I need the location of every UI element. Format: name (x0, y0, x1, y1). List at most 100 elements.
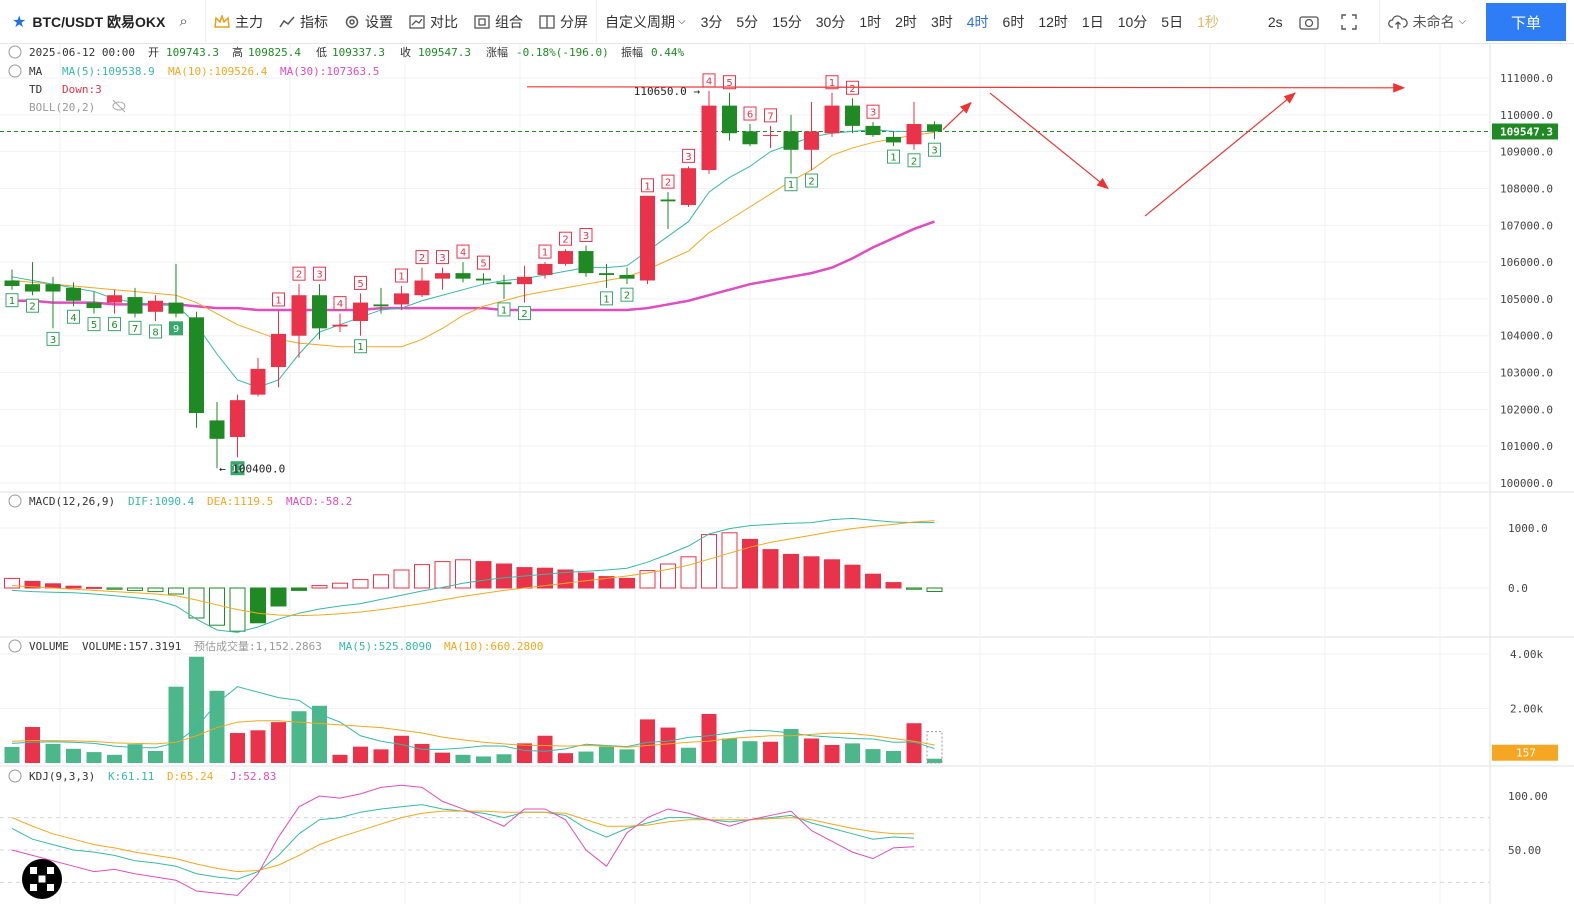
order-button[interactable]: 下单 (1486, 3, 1566, 41)
indicator-label: 指标 (300, 13, 328, 30)
td-marker-label: 3 (439, 253, 445, 264)
td-marker: 5 (87, 317, 101, 332)
custom-period-label: 自定义周期 (605, 13, 675, 30)
indicator-button[interactable]: 指标 (271, 0, 336, 44)
collapse-icon[interactable] (8, 769, 22, 783)
td-marker-box (67, 309, 80, 324)
period-5[interactable]: 2时 (895, 13, 917, 30)
candle-body (107, 295, 122, 303)
td-marker-box (354, 339, 367, 354)
candle-body (435, 273, 450, 279)
k-value: K:61.11 (108, 770, 154, 783)
d-value: D:65.24 (167, 770, 214, 783)
volume-bar (660, 727, 676, 763)
collapse-icon[interactable] (8, 639, 22, 653)
td-marker-box (805, 173, 818, 188)
macd-bar (721, 532, 738, 589)
period-6[interactable]: 3时 (930, 13, 953, 30)
search-icon[interactable]: ⌕ (179, 13, 188, 30)
candle-body (353, 302, 368, 321)
period-7[interactable]: 4时 (966, 13, 989, 30)
refresh-interval[interactable]: 2s (1267, 13, 1283, 30)
td-marker-label: 6 (111, 320, 117, 331)
macd-bar (660, 563, 676, 589)
candle-body (86, 302, 102, 309)
period-12[interactable]: 5日 (1161, 13, 1184, 30)
macd-bar (291, 587, 307, 591)
screenshot-button[interactable] (1291, 0, 1332, 44)
candle-body (496, 282, 512, 285)
price-tick: 104000.0 (1500, 330, 1553, 343)
price-tick: 103000.0 (1500, 367, 1553, 380)
volume-bar (599, 746, 614, 763)
collapse-icon[interactable] (8, 64, 22, 78)
td-marker: 3 (928, 142, 941, 157)
td-marker: 2 (26, 298, 39, 313)
period-9[interactable]: 12时 (1038, 13, 1068, 30)
fullscreen-button[interactable] (1332, 0, 1371, 44)
period-0[interactable]: 3分 (700, 13, 723, 30)
user-drawings[interactable] (526, 83, 1406, 217)
period-13[interactable]: 1秒 (1197, 13, 1219, 30)
close-value: 109547.3 (418, 46, 471, 59)
custom-period-dropdown[interactable]: 自定义周期 ⌵ (597, 0, 694, 44)
volume-value: VOLUME:157.3191 (82, 640, 181, 653)
candle-body (742, 131, 758, 145)
volume-bar (722, 738, 737, 763)
macd-bar (803, 556, 820, 589)
main-force-button[interactable]: 主力 (206, 0, 271, 44)
td-marker-label: 1 (501, 305, 507, 316)
volume-bar (230, 733, 245, 763)
candle-body (476, 278, 491, 281)
candle-body (783, 131, 799, 150)
ma30-line (12, 220, 935, 312)
period-4[interactable]: 1时 (859, 13, 882, 30)
td-marker-label: 1 (788, 180, 794, 191)
k-line (11, 804, 915, 880)
period-2[interactable]: 15分 (772, 13, 802, 30)
volume-bar (927, 758, 942, 763)
td-marker: 3 (866, 104, 880, 119)
collapse-icon[interactable] (8, 45, 22, 59)
period-3[interactable]: 30分 (815, 13, 846, 30)
candle-body (865, 125, 881, 136)
td-marker: 1 (5, 293, 19, 307)
period-11[interactable]: 10分 (1117, 13, 1148, 30)
td-marker-box (26, 298, 39, 313)
volume-ma10-line (11, 720, 935, 748)
volume-bar (394, 735, 409, 763)
settings-button[interactable]: 设置 (336, 0, 401, 44)
td-marker: 8 (149, 324, 162, 339)
td-marker-label: 1 (398, 272, 404, 283)
period-8[interactable]: 6时 (1002, 13, 1025, 30)
combine-button[interactable]: 组合 (466, 0, 531, 44)
eye-hidden-icon[interactable] (112, 99, 126, 113)
td-marker-label: 2 (624, 291, 630, 302)
volume-bar (763, 741, 778, 763)
split-screen-button[interactable]: 分屏 (531, 0, 596, 44)
period-list: 3分 5分 15分 30分 1时 2时 3时 4时 6时 12时 1日 10分 5日 1秒 (694, 0, 1226, 44)
layout-save-dropdown[interactable]: 未命名 ⌵ (1380, 0, 1475, 44)
candle-body (250, 368, 266, 395)
macd-bar (168, 587, 184, 595)
symbol-selector[interactable]: ★ BTC/USDT 欧易OKX ⌕ (0, 0, 206, 44)
macd-bar (844, 564, 861, 589)
favorite-star-icon[interactable]: ★ (12, 13, 27, 31)
volume-bar (127, 744, 143, 763)
td-marker: 1 (272, 292, 285, 306)
compare-button[interactable]: 对比 (401, 0, 466, 44)
td-marker-box (46, 331, 60, 346)
td-marker: 1 (538, 244, 552, 259)
price-tick: 106000.0 (1500, 256, 1553, 269)
period-10[interactable]: 1日 (1081, 13, 1104, 30)
candle-body (722, 105, 737, 134)
period-1[interactable]: 5分 (736, 13, 759, 30)
volume-ma5: MA(5):525.8090 (339, 640, 432, 653)
volume-bar (701, 713, 717, 763)
macd-bar (106, 587, 123, 590)
volume-bar (250, 730, 266, 763)
high-value: 109825.4 (248, 46, 301, 59)
collapse-icon[interactable] (8, 494, 22, 508)
okx-logo[interactable] (22, 859, 62, 899)
